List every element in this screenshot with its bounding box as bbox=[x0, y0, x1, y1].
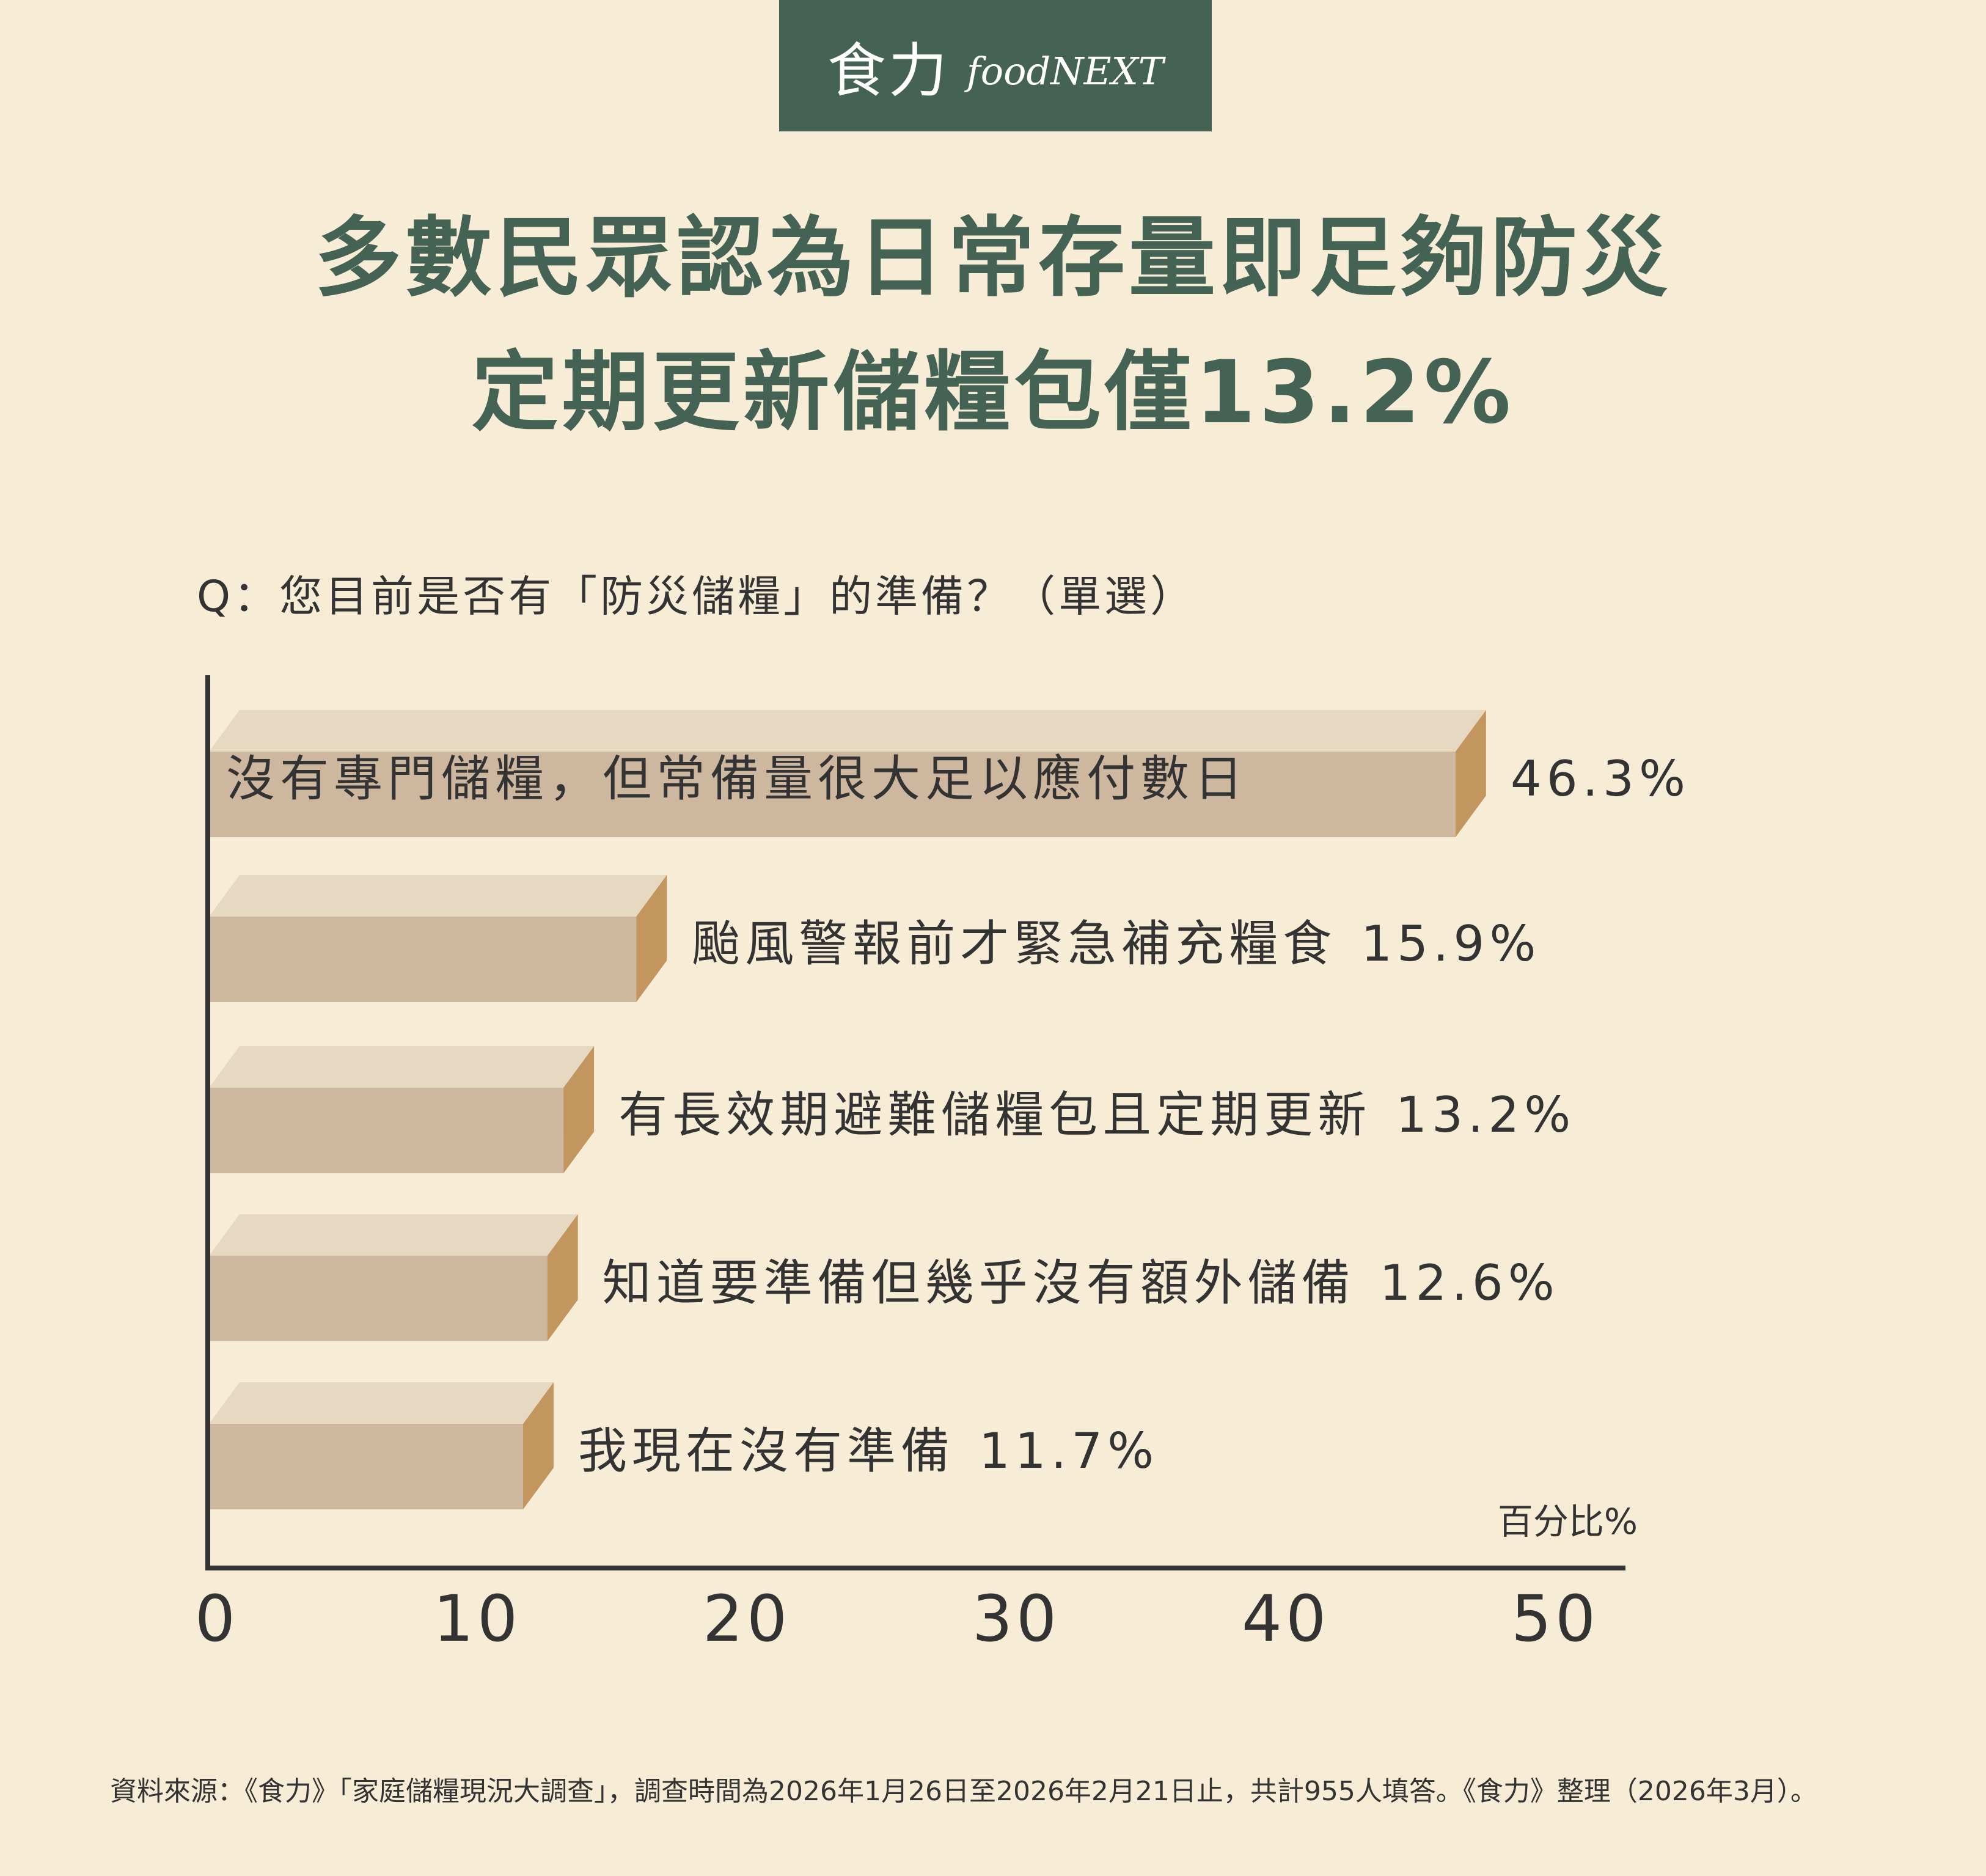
bar-top-face bbox=[209, 1046, 595, 1088]
x-tick-label: 0 bbox=[195, 1581, 239, 1656]
bar-value-label: 13.2% bbox=[1396, 1086, 1575, 1143]
x-tick-label: 20 bbox=[703, 1581, 791, 1656]
page-title-line1: 多數民眾認為日常存量即足夠防災 bbox=[315, 208, 1671, 309]
bar bbox=[209, 752, 1456, 837]
source-note: 資料來源：《食力》「家庭儲糧現況大調查」，調查時間為2026年1月26日至202… bbox=[110, 1776, 1817, 1807]
page-title-line2: 定期更新儲糧包僅13.2% bbox=[471, 342, 1515, 443]
survey-question: Q：您目前是否有「防災儲糧」的準備？（單選） bbox=[197, 571, 1196, 621]
x-axis-unit-label: 百分比% bbox=[1498, 1501, 1638, 1542]
bar-side-face bbox=[547, 1214, 578, 1341]
bar-top-face bbox=[209, 1382, 554, 1424]
bar-side-face bbox=[563, 1046, 595, 1173]
bar-side-face bbox=[522, 1382, 554, 1509]
bar-value-label: 12.6% bbox=[1380, 1255, 1559, 1311]
bar-value-label: 46.3% bbox=[1511, 750, 1690, 807]
bar-top-face bbox=[209, 875, 667, 917]
brand-logo: 食力 foodNEXT bbox=[779, 0, 1212, 131]
x-tick-label: 50 bbox=[1511, 1581, 1599, 1656]
bar-top-face bbox=[209, 1214, 578, 1256]
bar-value-label: 15.9% bbox=[1361, 915, 1541, 972]
bar bbox=[209, 917, 637, 1002]
bar-top-face bbox=[209, 710, 1486, 752]
x-tick-label: 30 bbox=[972, 1581, 1060, 1656]
bar-category-label: 颱風警報前才緊急補充糧食 bbox=[691, 915, 1336, 972]
bar bbox=[209, 1424, 523, 1509]
bar bbox=[209, 1088, 564, 1173]
bar-value-label: 11.7% bbox=[979, 1423, 1159, 1479]
brand-chinese-name: 食力 bbox=[827, 37, 950, 105]
bar-side-face bbox=[636, 875, 667, 1002]
x-tick-label: 40 bbox=[1242, 1581, 1330, 1656]
bar-side-face bbox=[1455, 710, 1486, 837]
bar-category-label: 我現在沒有準備 bbox=[578, 1423, 955, 1479]
bar-category-label: 沒有專門儲糧，但常備量很大足以應付數日 bbox=[226, 750, 1248, 807]
bar-category-label: 知道要準備但幾乎沒有額外儲備 bbox=[603, 1255, 1355, 1311]
bar bbox=[209, 1256, 548, 1341]
bar-category-label: 有長效期避難儲糧包且定期更新 bbox=[618, 1086, 1371, 1143]
brand-english-name: foodNEXT bbox=[966, 49, 1164, 93]
x-tick-label: 10 bbox=[433, 1581, 521, 1656]
bar-chart: 沒有專門儲糧，但常備量很大足以應付數日 46.3% 颱風警報前才緊急補充糧食 15.9… bbox=[195, 675, 1690, 1656]
